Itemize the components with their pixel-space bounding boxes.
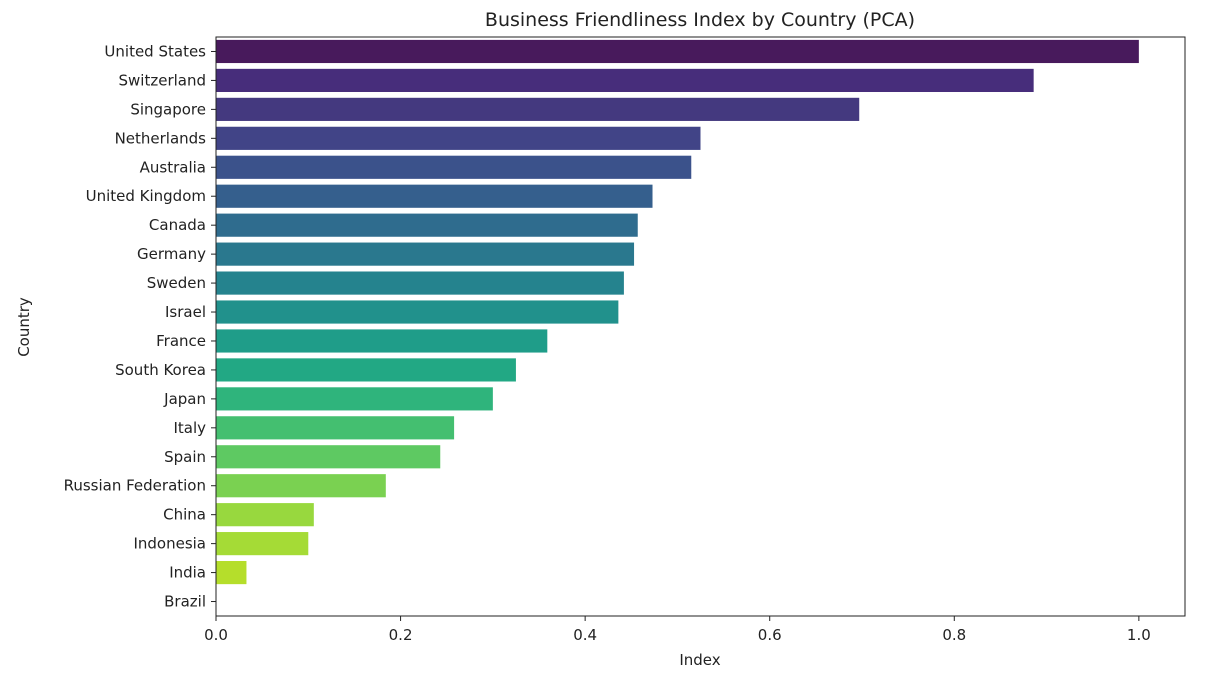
bar — [216, 213, 638, 237]
bars-layer — [216, 39, 1139, 585]
y-tick-label: United States — [104, 42, 206, 60]
y-axis-label: Country — [15, 297, 33, 357]
y-tick-label: Russian Federation — [64, 477, 206, 495]
bar — [216, 445, 441, 469]
bar — [216, 329, 548, 353]
chart-title: Business Friendliness Index by Country (… — [485, 9, 915, 31]
x-axis-label: Index — [679, 651, 720, 669]
y-tick-label: Japan — [163, 390, 206, 408]
bar — [216, 532, 309, 556]
bar — [216, 416, 455, 440]
bar — [216, 97, 860, 121]
y-tick-label: France — [156, 332, 206, 350]
y-tick-label: Australia — [140, 158, 206, 176]
x-tick-layer: 0.0 0.2 0.4 0.6 0.8 1.0 — [204, 616, 1151, 644]
y-tick-label: Switzerland — [119, 71, 207, 89]
y-tick-label: Indonesia — [133, 535, 206, 553]
x-tick-label: 0.8 — [942, 626, 966, 644]
y-tick-label: China — [163, 506, 206, 524]
y-tick-label: United Kingdom — [86, 187, 206, 205]
y-tick-label: Canada — [149, 216, 206, 234]
x-tick-label: 1.0 — [1127, 626, 1151, 644]
bar — [216, 474, 386, 498]
bar — [216, 387, 493, 411]
y-tick-label: Sweden — [147, 274, 206, 292]
bar — [216, 184, 653, 208]
y-tick-label: Germany — [137, 245, 206, 263]
x-tick-label: 0.4 — [573, 626, 597, 644]
y-tick-label: Netherlands — [115, 129, 207, 147]
bar — [216, 560, 247, 585]
y-tick-layer: United States Switzerland Singapore Netherl… — [64, 42, 216, 611]
bar — [216, 271, 624, 295]
y-tick-label: Israel — [165, 303, 206, 321]
y-tick-label: Spain — [164, 448, 206, 466]
x-tick-label: 0.2 — [389, 626, 413, 644]
bar — [216, 68, 1034, 93]
x-tick-label: 0.0 — [204, 626, 228, 644]
y-tick-label: Singapore — [130, 100, 206, 118]
y-tick-label: South Korea — [115, 361, 206, 379]
y-tick-label: India — [169, 564, 206, 582]
x-tick-label: 0.6 — [758, 626, 782, 644]
y-tick-label: Brazil — [164, 593, 206, 611]
bar — [216, 358, 516, 382]
bar — [216, 503, 314, 527]
plot-frame — [215, 36, 1186, 617]
bar — [216, 155, 692, 179]
bar — [216, 126, 701, 150]
bar — [216, 39, 1139, 64]
bar — [216, 242, 635, 266]
bar — [216, 300, 619, 324]
y-tick-label: Italy — [173, 419, 206, 437]
